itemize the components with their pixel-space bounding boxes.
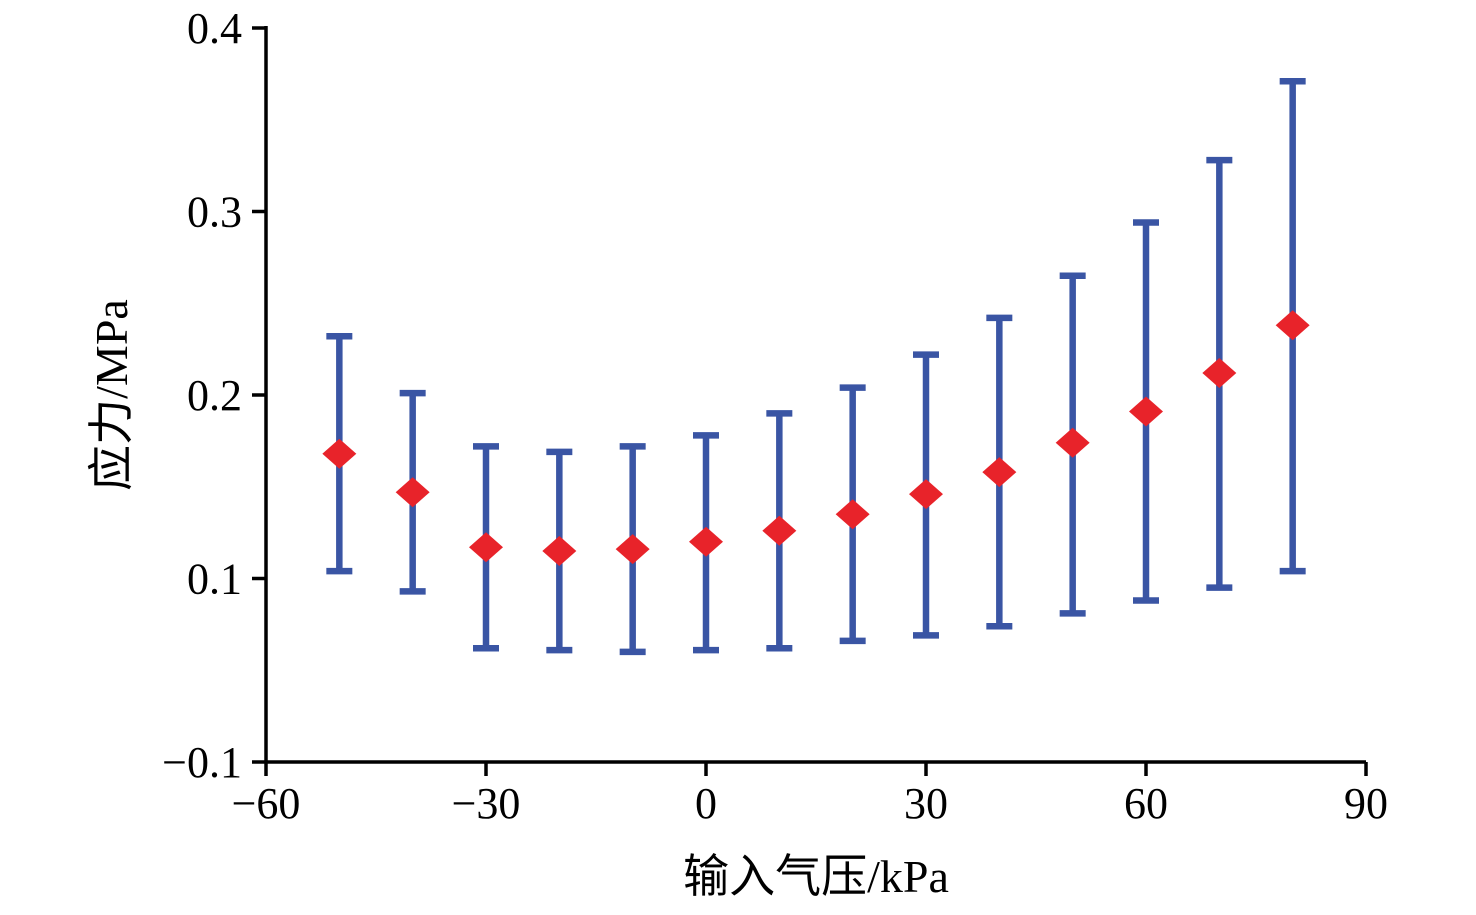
data-point-marker (469, 532, 503, 563)
data-point-marker (1055, 427, 1090, 458)
x-tick-label: −30 (452, 779, 521, 828)
data-point-marker (982, 457, 1017, 488)
x-tick-label: 0 (695, 779, 717, 828)
x-tick-label: 30 (904, 779, 948, 828)
x-tick-label: 90 (1344, 779, 1388, 828)
data-point-marker (615, 534, 650, 565)
y-axis-title: 应力/MPa (86, 299, 137, 491)
data-point-marker (322, 438, 357, 469)
y-tick-label: 0.4 (187, 4, 242, 53)
data-point-marker (1275, 310, 1310, 341)
data-point-marker (689, 526, 723, 557)
x-axis-title: 输入气压/kPa (683, 851, 949, 902)
x-tick-label: −60 (232, 779, 301, 828)
y-tick-label: 0.1 (187, 555, 242, 604)
data-point-marker (542, 535, 577, 566)
data-point-marker (909, 479, 943, 510)
y-tick-label: −0.1 (162, 738, 242, 787)
data-point-marker (762, 515, 797, 546)
data-point-marker (395, 477, 430, 508)
x-tick-label: 60 (1124, 779, 1168, 828)
data-point-marker (835, 499, 870, 530)
data-point-marker (1202, 357, 1237, 388)
data-point-marker (1129, 396, 1163, 427)
y-tick-label: 0.3 (187, 188, 242, 237)
y-tick-label: 0.2 (187, 371, 242, 420)
